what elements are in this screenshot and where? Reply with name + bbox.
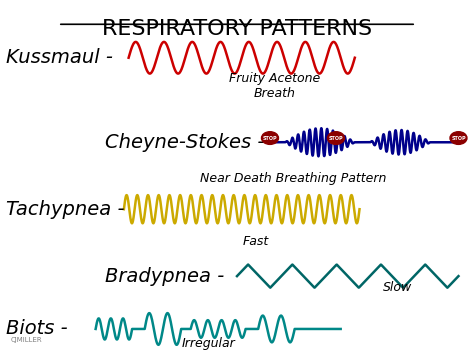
- Text: Slow: Slow: [383, 281, 412, 294]
- Text: Irregular: Irregular: [182, 337, 236, 350]
- Text: Cheyne-Stokes -: Cheyne-Stokes -: [105, 133, 264, 152]
- Circle shape: [328, 132, 345, 144]
- Text: Biots -: Biots -: [6, 320, 68, 338]
- Circle shape: [262, 132, 278, 144]
- Text: Fast: Fast: [243, 235, 269, 248]
- Text: Kussmaul -: Kussmaul -: [6, 48, 113, 67]
- Text: STOP: STOP: [263, 136, 277, 141]
- Text: CJMILLER: CJMILLER: [11, 337, 43, 343]
- Circle shape: [450, 132, 467, 144]
- Text: Fruity Acetone
Breath: Fruity Acetone Breath: [229, 72, 320, 100]
- Text: Near Death Breathing Pattern: Near Death Breathing Pattern: [201, 171, 387, 185]
- Text: Bradypnea -: Bradypnea -: [105, 267, 224, 286]
- Text: Tachypnea -: Tachypnea -: [6, 200, 125, 219]
- Text: STOP: STOP: [328, 136, 343, 141]
- Text: STOP: STOP: [451, 136, 466, 141]
- Text: RESPIRATORY PATTERNS: RESPIRATORY PATTERNS: [102, 19, 372, 39]
